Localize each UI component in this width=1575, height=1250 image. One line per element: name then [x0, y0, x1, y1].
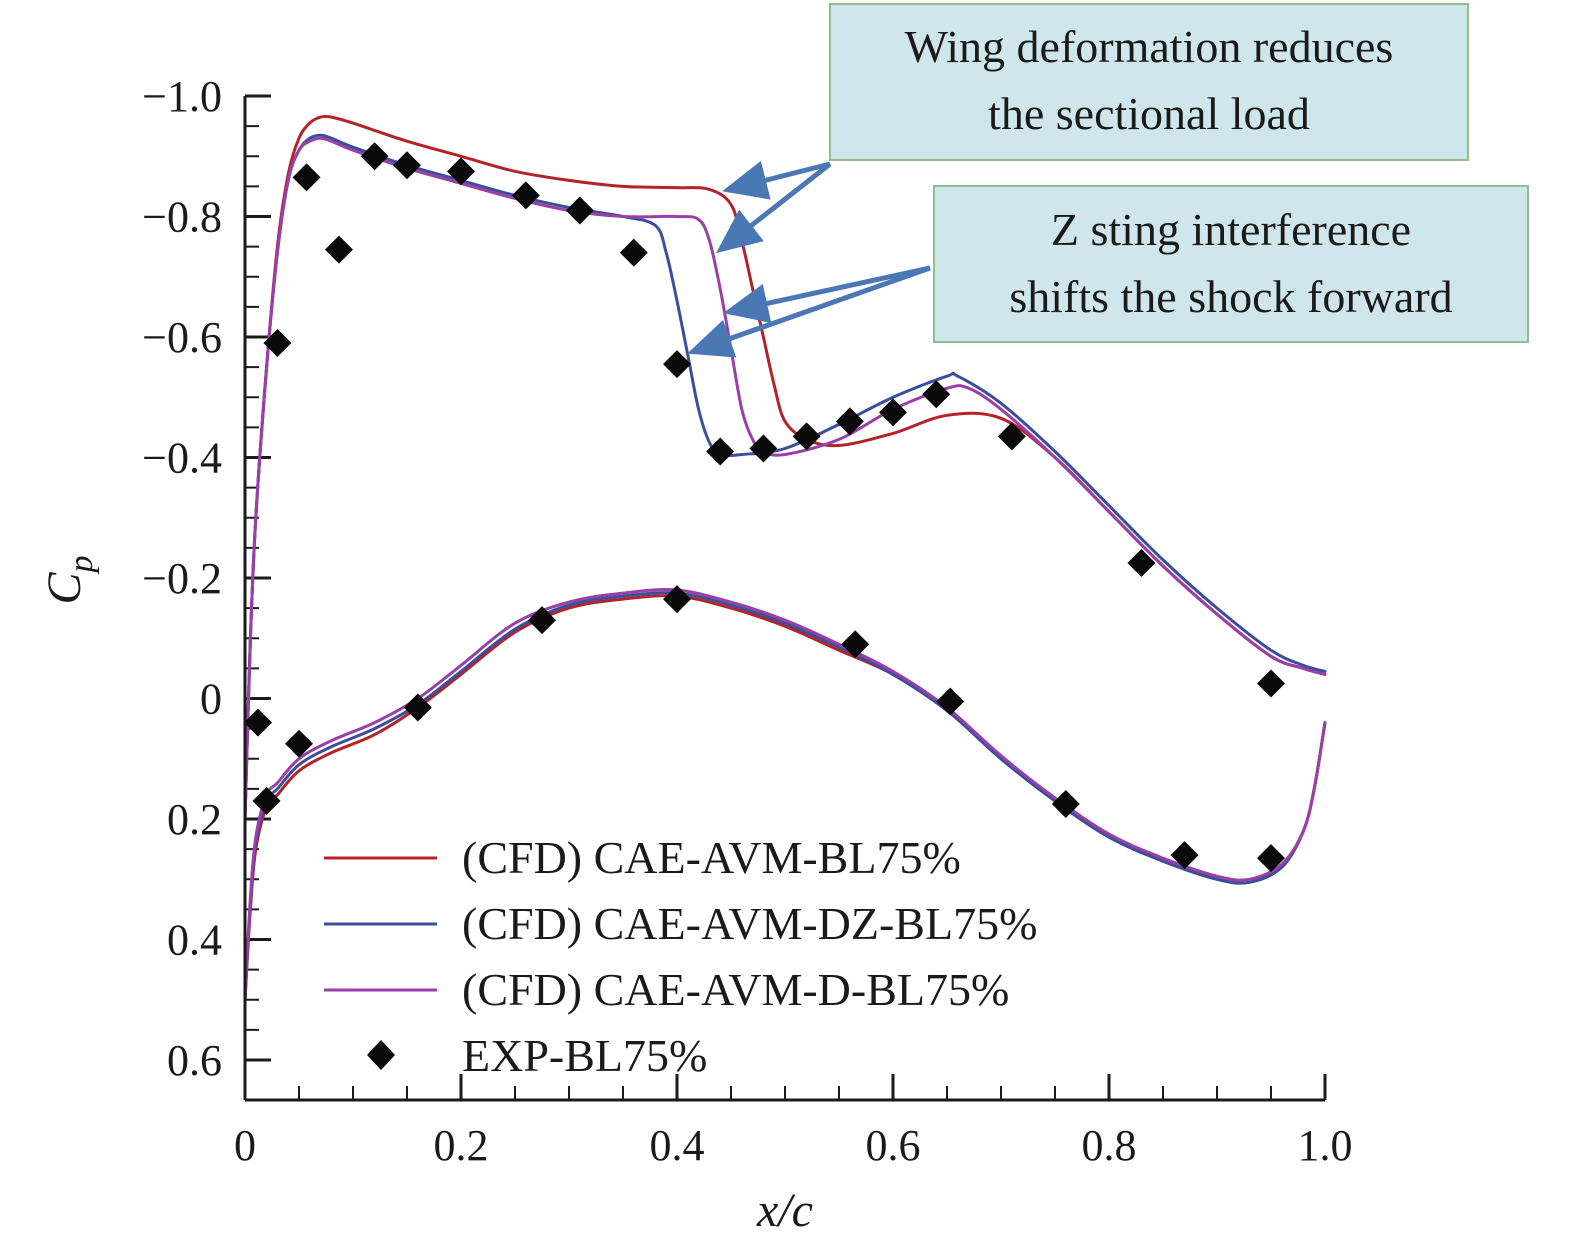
series-line-upper-2 [243, 136, 1327, 821]
y-tick-label: 0.4 [167, 916, 222, 965]
arrow-to-dz-bl75-shock [687, 265, 931, 358]
y-tick-label: 0.2 [167, 795, 222, 844]
y-axis-title-main: C [38, 572, 91, 605]
exp-point [792, 422, 821, 451]
exp-point [1170, 841, 1199, 870]
exp-point [565, 196, 594, 225]
x-tick-label: 0.2 [434, 1121, 489, 1170]
exp-point [292, 163, 321, 192]
exp-point [252, 786, 281, 815]
x-tick-label: 0.8 [1082, 1121, 1137, 1170]
svg-text:Cp: Cp [38, 555, 100, 604]
annotation-line: the sectional load [988, 88, 1310, 139]
y-axis-title-sub: p [63, 555, 100, 574]
y-tick-labels: −1.0 −0.8 −0.6 −0.4 −0.2 0 0.2 0.4 0.6 [142, 72, 222, 1085]
y-axis-title: Cp [38, 555, 100, 604]
exp-point [393, 151, 421, 180]
legend-swatch-exp [367, 1040, 395, 1070]
x-tick-label: 1.0 [1298, 1121, 1353, 1170]
legend-label-dz-bl75: (CFD) CAE-AVM-DZ-BL75% [462, 898, 1037, 949]
exp-point [997, 422, 1026, 451]
y-tick-label: −0.8 [142, 193, 222, 242]
series-line-lower-1 [243, 591, 1327, 1002]
annotation-line: Z sting interference [1051, 204, 1411, 255]
exp-point [324, 235, 353, 264]
annotation-wing-deformation: Wing deformation reduces the sectional l… [829, 3, 1469, 161]
x-tick-label: 0 [234, 1121, 256, 1170]
annotation-z-sting: Z sting interference shifts the shock fo… [933, 185, 1529, 343]
x-tick-labels: 0 0.2 0.4 0.6 0.8 1.0 [234, 1121, 1353, 1170]
y-tick-label: −0.6 [142, 313, 222, 362]
arrow-to-d-bl75 [716, 162, 832, 254]
legend-label-exp: EXP-BL75% [462, 1030, 707, 1081]
y-tick-label: 0.6 [167, 1036, 222, 1085]
legend-label-bl75: (CFD) CAE-AVM-BL75% [462, 832, 961, 883]
axes [243, 96, 1325, 1102]
exp-point [263, 329, 292, 358]
arrow-to-bl75 [722, 160, 831, 200]
annotation-box [933, 185, 1529, 343]
exp-point [835, 407, 864, 436]
annotation-arrows [687, 160, 931, 358]
exp-point [879, 398, 907, 427]
exp-point [1257, 844, 1285, 873]
exp-point [360, 142, 389, 171]
exp-point [447, 157, 475, 186]
x-tick-label: 0.4 [650, 1121, 705, 1170]
exp-point [663, 585, 691, 614]
exp-point [706, 437, 735, 466]
series-line-lower-2 [243, 588, 1327, 1002]
exp-point [511, 181, 540, 210]
exp-point [1257, 669, 1285, 698]
x-tick-label: 0.6 [866, 1121, 921, 1170]
exp-point [841, 630, 870, 659]
exp-point [243, 708, 272, 737]
exp-point [922, 380, 951, 409]
exp-point [285, 729, 313, 758]
exp-point [936, 687, 965, 716]
y-tick-label: −0.2 [142, 554, 222, 603]
y-tick-label: −1.0 [142, 72, 222, 121]
annotation-box [829, 3, 1469, 161]
x-axis-title: x/c [756, 1184, 813, 1237]
legend-label-d-bl75: (CFD) CAE-AVM-D-BL75% [462, 964, 1009, 1015]
legend: (CFD) CAE-AVM-BL75% (CFD) CAE-AVM-DZ-BL7… [324, 832, 1037, 1081]
y-tick-label: 0 [200, 675, 222, 724]
exp-point [528, 606, 556, 635]
exp-point [663, 350, 691, 379]
exp-point [1051, 789, 1080, 818]
exp-scatter-layer [243, 142, 1285, 873]
exp-point [1127, 548, 1156, 577]
annotation-line: Wing deformation reduces [905, 21, 1394, 72]
y-tick-label: −0.4 [142, 434, 222, 483]
series-layer [243, 114, 1327, 1002]
exp-point [403, 693, 432, 722]
annotation-line: shifts the shock forward [1009, 271, 1452, 322]
arrow-to-d-bl75-shock [723, 265, 931, 324]
exp-point [619, 238, 648, 267]
exp-point [749, 434, 778, 463]
